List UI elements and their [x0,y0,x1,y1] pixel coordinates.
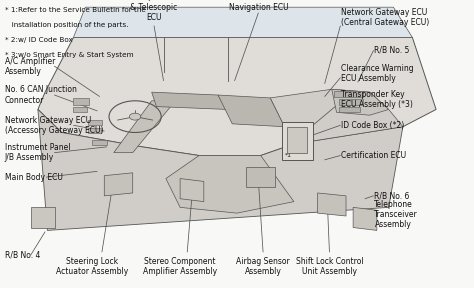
Polygon shape [270,89,403,144]
Polygon shape [31,207,55,228]
Bar [339,99,363,105]
Bar [92,140,107,145]
Text: Network Gateway ECU
(Accessory Gateway ECU): Network Gateway ECU (Accessory Gateway E… [5,115,103,135]
Polygon shape [332,89,389,115]
Text: ID Code Box (*2): ID Code Box (*2) [341,121,404,130]
Polygon shape [114,101,175,153]
Text: * 3:w/o Smart Entry & Start System: * 3:w/o Smart Entry & Start System [5,52,133,58]
Polygon shape [180,179,204,202]
Text: * 1:Refer to the Service Bulletin for the: * 1:Refer to the Service Bulletin for th… [5,7,146,13]
Bar [88,128,101,133]
Bar [334,91,363,97]
Text: Network Gateway ECU
(Central Gateway ECU): Network Gateway ECU (Central Gateway ECU… [341,7,429,27]
Text: Airbag Sensor
Assembly: Airbag Sensor Assembly [236,257,290,276]
Text: Certification ECU: Certification ECU [341,151,406,160]
Polygon shape [38,109,403,230]
Text: Instrument Panel
J/B Assembly: Instrument Panel J/B Assembly [5,143,70,162]
Text: Multiplex Tilt
& Telescopic
ECU: Multiplex Tilt & Telescopic ECU [129,0,179,22]
Polygon shape [287,127,307,153]
Polygon shape [166,156,294,213]
Polygon shape [218,95,284,127]
Polygon shape [38,37,436,156]
Circle shape [129,113,141,120]
Text: installation position of the parts.: installation position of the parts. [5,22,128,28]
Polygon shape [104,173,133,196]
Polygon shape [152,92,228,109]
Text: Steering Lock
Actuator Assembly: Steering Lock Actuator Assembly [56,257,128,276]
Polygon shape [353,207,377,230]
Text: * 2:w/ ID Code Box: * 2:w/ ID Code Box [5,37,73,43]
Polygon shape [282,122,313,160]
Text: Transponder Key
ECU Assembly (*3): Transponder Key ECU Assembly (*3) [341,90,413,109]
Text: No. 6 CAN Junction
Connector: No. 6 CAN Junction Connector [5,85,77,105]
Text: Stereo Component
Amplifier Assembly: Stereo Component Amplifier Assembly [143,257,217,276]
Bar [73,98,89,105]
Bar [88,120,102,125]
Bar [339,107,360,112]
Polygon shape [246,167,275,187]
Text: Telephone
Transceiver
Assembly: Telephone Transceiver Assembly [374,200,418,230]
Bar [73,107,87,112]
Text: Shift Lock Control
Unit Assembly: Shift Lock Control Unit Assembly [296,257,363,276]
Text: Navigation ECU: Navigation ECU [228,3,288,12]
Polygon shape [318,193,346,216]
Text: R/B No. 6: R/B No. 6 [374,191,410,200]
Text: R/B No. 4: R/B No. 4 [5,250,40,259]
Text: Main Body ECU: Main Body ECU [5,173,63,182]
Text: R/B No. 5: R/B No. 5 [374,46,410,55]
Text: *1: *1 [284,153,292,158]
Polygon shape [73,7,412,37]
Text: A/C Amplifier
Assembly: A/C Amplifier Assembly [5,56,55,76]
Text: Clearance Warning
ECU Assembly: Clearance Warning ECU Assembly [341,64,414,83]
